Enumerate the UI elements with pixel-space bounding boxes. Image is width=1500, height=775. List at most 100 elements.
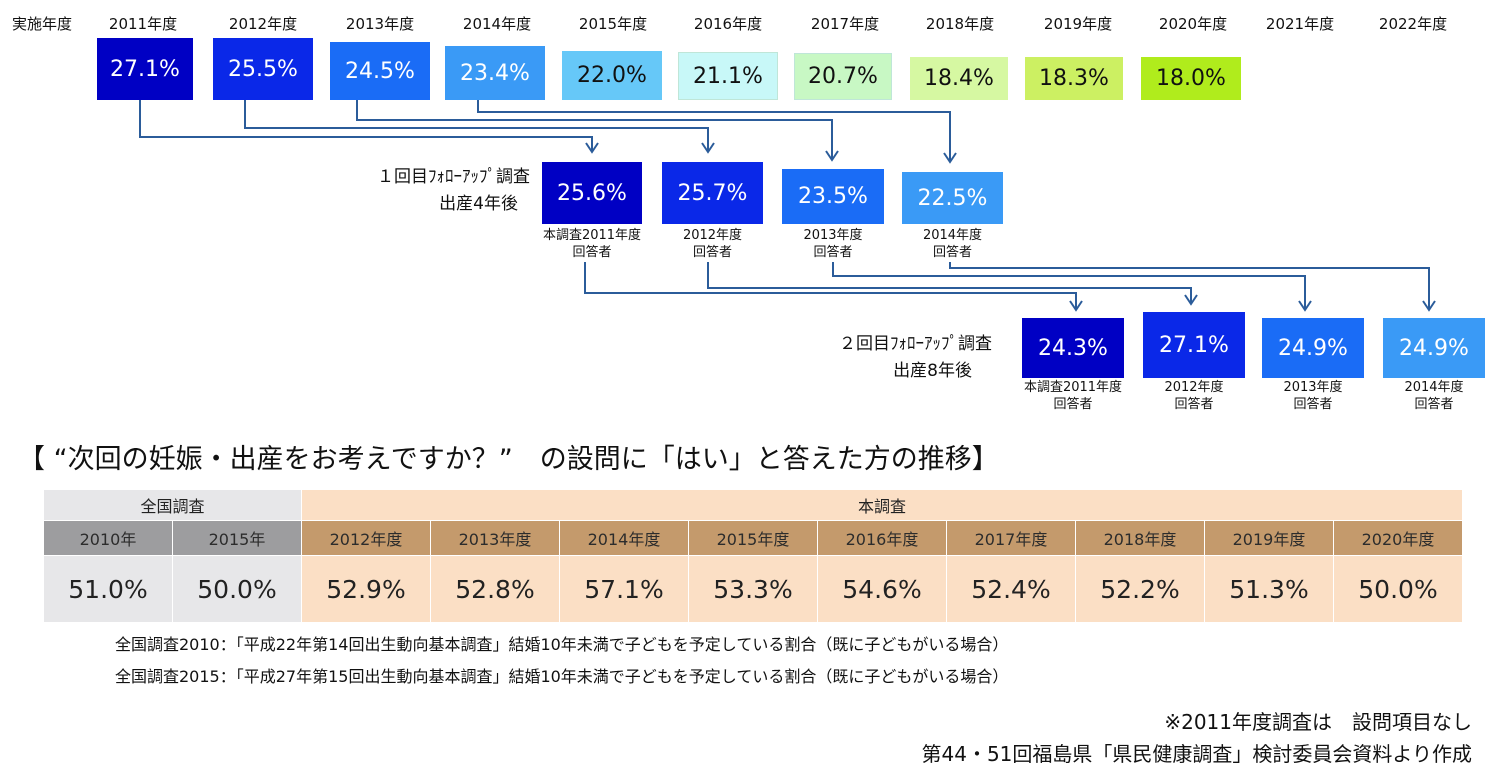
fu2-box-3: 24.9% [1262,318,1364,378]
year-label-2019: 2019年度 [1043,15,1113,33]
header-label: 実施年度 [12,15,73,33]
table-year-2017年度: 2017年度 [946,520,1076,556]
fu1-label-line: 本調査2011年度 [542,228,642,243]
year-label-2022: 2022年度 [1378,15,1448,33]
top-box-2015: 22.0% [562,51,662,100]
fu1-label-1: 本調査2011年度 回答者 [532,227,652,261]
fu1-label-line: 2012年度 [682,228,743,243]
note-2015: 全国調査2015：「平成27年第15回出生動向基本調査」結婚10年未満で子どもを… [115,667,1009,686]
year-label-2016: 2016年度 [693,15,763,33]
fu2-label-4: 2014年度 回答者 [1374,379,1494,413]
fu2-label-line: 回答者 [1053,397,1093,412]
fu2-label-line: 2014年度 [1404,380,1464,395]
table-value-2016年度: 54.6% [817,555,947,623]
year-label-2020: 2020年度 [1158,15,1228,33]
arrowhead-7 [1298,300,1312,312]
connector-line-8 [949,262,1430,310]
fu1-label-line: 2013年度 [803,228,863,243]
top-box-2013: 24.5% [330,42,430,100]
fu1-label-2: 2012年度 回答者 [653,227,773,261]
fu2-label-line: 回答者 [1293,397,1333,412]
fu2-label-line: 2013年度 [1283,380,1343,395]
table-year-2013年度: 2013年度 [430,520,560,556]
table-value-2014年度: 57.1% [559,555,689,623]
fu2-label-1: 本調査2011年度 回答者 [1013,379,1133,413]
value-row: 51.0% 50.0% 52.9% 52.8% 57.1% 53.3% 54.6% 52.4%… [43,555,1463,623]
followup2-subtitle: 出産8年後 [893,361,972,381]
followup1-title-block: １回目ﾌｫﾛｰｱｯﾌﾟ調査 出産4年後 [300,164,530,218]
table-value-2012年度: 52.9% [301,555,431,623]
arrowhead-1 [585,142,599,154]
arrowhead-4 [943,152,957,164]
table-year-2015年: 2015年 [172,520,302,556]
year-label-2013: 2013年度 [345,15,415,33]
table-value-2015年: 50.0% [172,555,302,623]
table-year-2020年度: 2020年度 [1333,520,1463,556]
arrowhead-8 [1422,300,1436,312]
table-year-2015年度: 2015年度 [688,520,818,556]
chart-title: 【 “次回の妊娠・出産をお考えですか？” の設問に「はい」と答えた方の推移】 [18,444,999,475]
fu1-box-4: 22.5% [902,172,1003,224]
top-box-2014: 23.4% [445,46,545,100]
group-national: 全国調査 [43,489,302,521]
fu1-label-line: 回答者 [572,245,612,260]
followup1-title: １回目ﾌｫﾛｰｱｯﾌﾟ調査 [377,167,530,187]
fu1-label-4: 2014年度 回答者 [893,227,1013,261]
table-year-2014年度: 2014年度 [559,520,689,556]
fu2-label-2: 2012年度 回答者 [1134,379,1254,413]
followup2-title: ２回目ﾌｫﾛｰｱｯﾌﾟ調査 [839,334,992,354]
year-label-2017: 2017年度 [810,15,880,33]
fu1-label-3: 2013年度 回答者 [773,227,893,261]
table-value-2018年度: 52.2% [1075,555,1205,623]
arrowhead-6 [1184,294,1198,306]
table-year-2016年度: 2016年度 [817,520,947,556]
table-value-2020年度: 50.0% [1333,555,1463,623]
year-header-row: 2010年 2015年 2012年度 2013年度 2014年度 2015年度 2016年度… [43,520,1463,556]
source-note: 第44・51回福島県「県民健康調査」検討委員会資料より作成 [921,742,1473,766]
fu1-box-3: 23.5% [782,169,884,224]
year-label-2021: 2021年度 [1265,15,1335,33]
footnote: ※2011年度調査は 設問項目なし [1164,710,1472,734]
fu2-label-line: 回答者 [1174,397,1214,412]
connector-line-3 [356,100,833,160]
table-value-2010年: 51.0% [43,555,173,623]
arrowhead-2 [701,142,715,154]
connector-line-2 [244,100,709,152]
fu2-label-3: 2013年度 回答者 [1253,379,1373,413]
table-year-2012年度: 2012年度 [301,520,431,556]
arrowhead-5 [1069,300,1083,312]
year-label-2015: 2015年度 [578,15,648,33]
top-box-2012: 25.5% [213,38,313,100]
top-box-2018: 18.4% [910,57,1008,100]
year-label-2012: 2012年度 [228,15,298,33]
fu1-label-line: 回答者 [813,245,853,260]
fu2-box-1: 24.3% [1022,318,1124,378]
table-value-2017年度: 52.4% [946,555,1076,623]
connector-line-7 [832,262,1306,310]
top-box-2019: 18.3% [1025,57,1123,100]
followup1-subtitle: 出産4年後 [439,194,518,214]
connector-line-6 [707,262,1192,304]
table-value-2019年度: 51.3% [1204,555,1334,623]
connector-line-1 [139,100,593,152]
table-year-2010年: 2010年 [43,520,173,556]
year-label-2014: 2014年度 [462,15,532,33]
fu2-box-4: 24.9% [1383,318,1485,378]
connector-line-5 [584,262,1077,310]
table-year-2019年度: 2019年度 [1204,520,1334,556]
group-main: 本調査 [301,489,1463,521]
year-label-2018: 2018年度 [925,15,995,33]
fu2-label-line: 本調査2011年度 [1023,380,1123,395]
fu2-label-line: 2012年度 [1164,380,1224,395]
fu1-label-line: 回答者 [692,245,732,260]
fu1-label-line: 回答者 [932,245,972,260]
fu2-label-line: 回答者 [1414,397,1454,412]
year-label-2011: 2011年度 [108,15,178,33]
top-box-2016: 21.1% [678,52,778,100]
fu1-label-line: 2014年度 [922,228,983,243]
top-box-2011: 27.1% [97,38,193,100]
table-year-2018年度: 2018年度 [1075,520,1205,556]
group-header-row: 全国調査 本調査 [43,489,1463,521]
survey-table: 全国調査 本調査 2010年 2015年 2012年度 2013年度 2014年度 201… [43,489,1463,623]
top-box-2020: 18.0% [1141,57,1241,100]
